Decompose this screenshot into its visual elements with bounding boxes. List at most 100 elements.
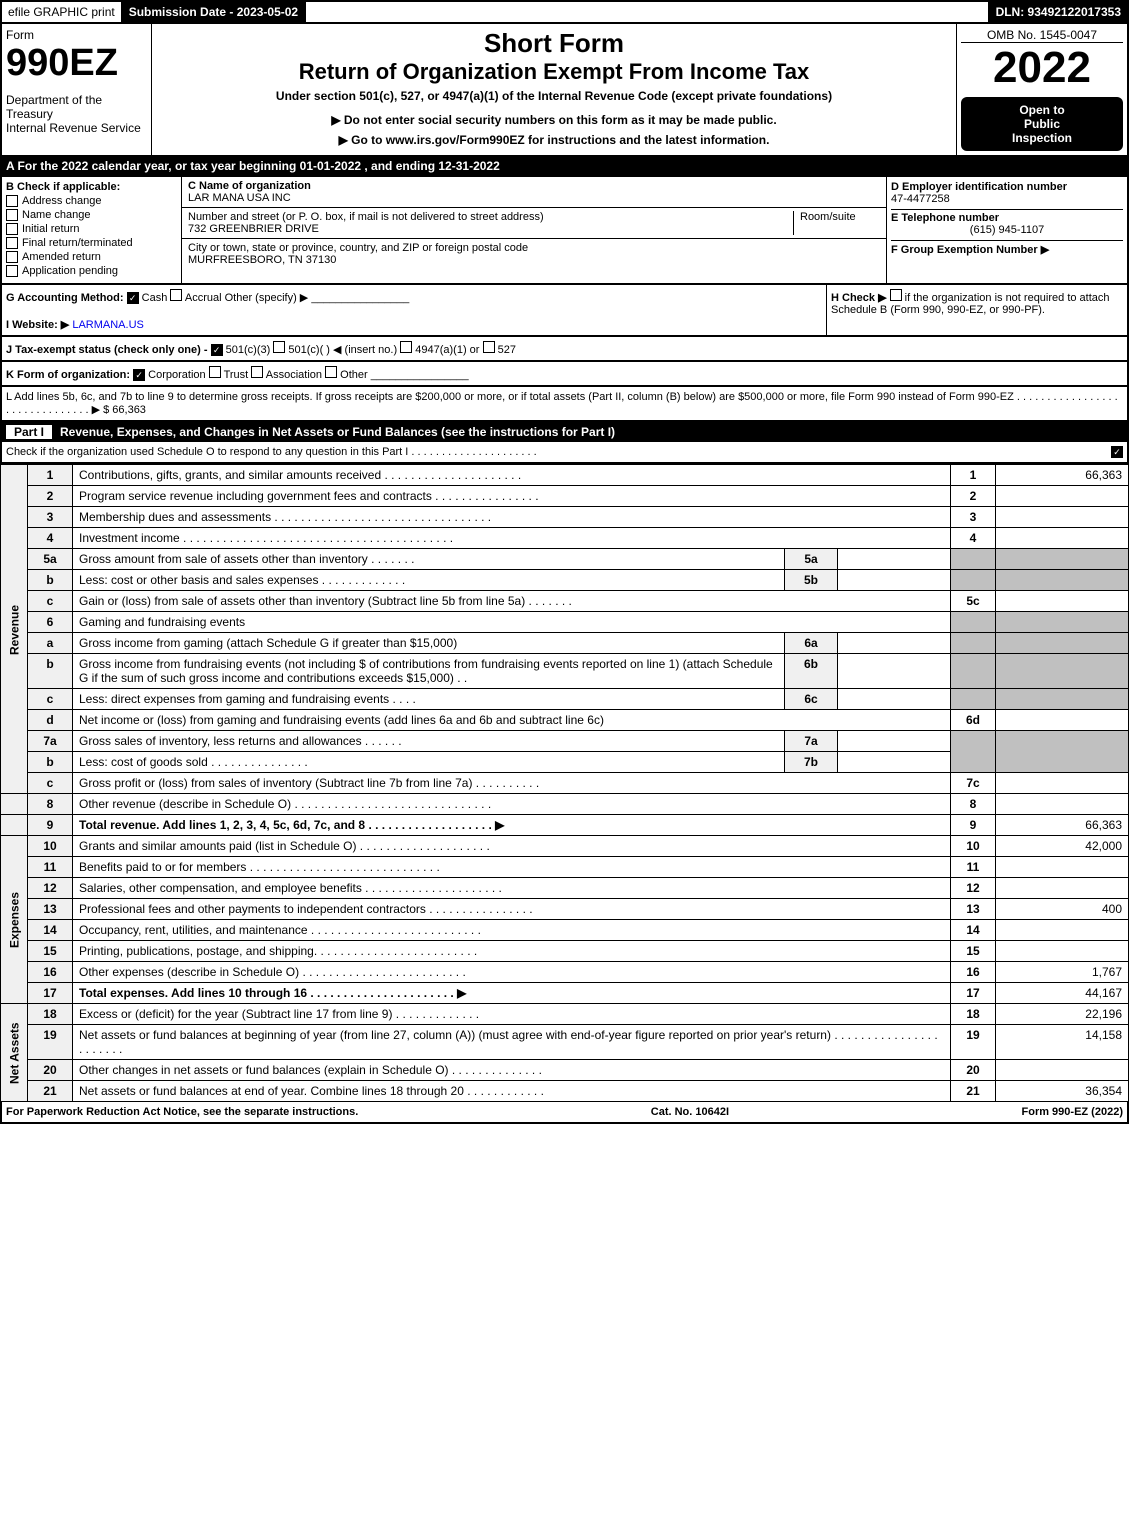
vert-blank2 — [1, 815, 28, 836]
tel-label: E Telephone number — [891, 209, 1123, 224]
line12-rnum: 12 — [951, 878, 996, 899]
checkbox-assoc[interactable] — [251, 366, 263, 378]
street-value: 732 GREENBRIER DRIVE — [188, 223, 793, 235]
line4-amt — [996, 528, 1129, 549]
checkbox-trust[interactable] — [209, 366, 221, 378]
checkbox-501c[interactable] — [273, 341, 285, 353]
checkbox-final[interactable] — [6, 237, 18, 249]
line13-amt: 400 — [996, 899, 1129, 920]
line18-text: Excess or (deficit) for the year (Subtra… — [73, 1004, 951, 1025]
form-word: Form — [6, 28, 147, 42]
line5c-text: Gain or (loss) from sale of assets other… — [73, 591, 951, 612]
line6b-text: Gross income from fundraising events (no… — [73, 654, 785, 689]
checkbox-501c3[interactable]: ✓ — [211, 344, 223, 356]
line5a-inum: 5a — [785, 549, 838, 570]
accrual-label: Accrual — [185, 292, 222, 304]
short-form-title: Short Form — [162, 28, 946, 59]
checkbox-527[interactable] — [483, 341, 495, 353]
ssn-warning: ▶ Do not enter social security numbers o… — [162, 113, 946, 127]
line6-text: Gaming and fundraising events — [73, 612, 951, 633]
form-header: Form 990EZ Department of the Treasury In… — [0, 24, 1129, 157]
info-grid: B Check if applicable: Address change Na… — [0, 177, 1129, 285]
line4-text: Investment income . . . . . . . . . . . … — [73, 528, 951, 549]
part1-sub: Check if the organization used Schedule … — [0, 442, 1129, 464]
checkbox-cash[interactable]: ✓ — [127, 292, 139, 304]
checkbox-amended[interactable] — [6, 251, 18, 263]
section-l: L Add lines 5b, 6c, and 7b to line 9 to … — [0, 387, 1129, 422]
line3-num: 3 — [28, 507, 73, 528]
line7a-shade — [951, 731, 996, 773]
footer: For Paperwork Reduction Act Notice, see … — [0, 1102, 1129, 1124]
line5b-shade — [951, 570, 996, 591]
checkbox-app-pending[interactable] — [6, 265, 18, 277]
lines-table: Revenue 1 Contributions, gifts, grants, … — [0, 464, 1129, 1102]
amended-label: Amended return — [22, 251, 101, 263]
checkbox-4947[interactable] — [400, 341, 412, 353]
h-label: H Check ▶ — [831, 292, 887, 304]
line19-num: 19 — [28, 1025, 73, 1060]
line8-num: 8 — [28, 794, 73, 815]
line6-num: 6 — [28, 612, 73, 633]
website-link[interactable]: LARMANA.US — [72, 319, 144, 331]
line5c-num: c — [28, 591, 73, 612]
line3-text: Membership dues and assessments . . . . … — [73, 507, 951, 528]
line6b-shade2 — [996, 654, 1129, 689]
cash-label: Cash — [142, 292, 168, 304]
other-label: Other (specify) ▶ — [225, 292, 309, 304]
line2-text: Program service revenue including govern… — [73, 486, 951, 507]
checkbox-accrual[interactable] — [170, 289, 182, 301]
k-trust: Trust — [224, 369, 249, 381]
j-label: J Tax-exempt status (check only one) - — [6, 344, 208, 356]
checkbox-name-change[interactable] — [6, 209, 18, 221]
line9-text: Total revenue. Add lines 1, 2, 3, 4, 5c,… — [79, 818, 504, 832]
line14-num: 14 — [28, 920, 73, 941]
goto-link[interactable]: ▶ Go to www.irs.gov/Form990EZ for instru… — [162, 133, 946, 147]
line6b-inum: 6b — [785, 654, 838, 689]
line19-amt: 14,158 — [996, 1025, 1129, 1060]
line6c-text: Less: direct expenses from gaming and fu… — [73, 689, 785, 710]
part1-sub-text: Check if the organization used Schedule … — [6, 446, 537, 458]
line6c-shade — [951, 689, 996, 710]
checkbox-corp[interactable]: ✓ — [133, 369, 145, 381]
submission-date: Submission Date - 2023-05-02 — [123, 2, 306, 22]
k-other: Other — [340, 369, 368, 381]
line16-num: 16 — [28, 962, 73, 983]
line7a-shade2 — [996, 731, 1129, 773]
line7c-num: c — [28, 773, 73, 794]
line16-text: Other expenses (describe in Schedule O) … — [73, 962, 951, 983]
line6-shade2 — [996, 612, 1129, 633]
line5c-rnum: 5c — [951, 591, 996, 612]
addr-change-label: Address change — [22, 195, 102, 207]
inspection-box: Open to Public Inspection — [961, 97, 1123, 151]
line3-amt — [996, 507, 1129, 528]
vert-revenue: Revenue — [1, 465, 28, 794]
line13-num: 13 — [28, 899, 73, 920]
line21-num: 21 — [28, 1081, 73, 1102]
line6-shade — [951, 612, 996, 633]
line2-num: 2 — [28, 486, 73, 507]
header-right: OMB No. 1545-0047 2022 Open to Public In… — [957, 24, 1127, 155]
c-name-label: C Name of organization — [188, 180, 880, 192]
checkbox-schedule-o[interactable]: ✓ — [1111, 446, 1123, 458]
checkbox-initial[interactable] — [6, 223, 18, 235]
line6b-iamt — [838, 654, 951, 689]
line9-rnum: 9 — [951, 815, 996, 836]
cat-number: Cat. No. 10642I — [651, 1106, 729, 1118]
line6c-inum: 6c — [785, 689, 838, 710]
line21-rnum: 21 — [951, 1081, 996, 1102]
checkbox-h[interactable] — [890, 289, 902, 301]
line16-amt: 1,767 — [996, 962, 1129, 983]
ein-value: 47-4477258 — [891, 193, 1123, 205]
section-k: K Form of organization: ✓ Corporation Tr… — [0, 362, 1129, 387]
line7c-amt — [996, 773, 1129, 794]
j-opt2: 501(c)( ) ◀ (insert no.) — [288, 344, 397, 356]
name-change-label: Name change — [22, 209, 91, 221]
line11-num: 11 — [28, 857, 73, 878]
checkbox-addr-change[interactable] — [6, 195, 18, 207]
k-corp: Corporation — [148, 369, 205, 381]
line16-rnum: 16 — [951, 962, 996, 983]
part1-label: Part I — [6, 425, 52, 439]
line7c-text: Gross profit or (loss) from sales of inv… — [73, 773, 951, 794]
section-j: J Tax-exempt status (check only one) - ✓… — [0, 337, 1129, 362]
checkbox-other[interactable] — [325, 366, 337, 378]
